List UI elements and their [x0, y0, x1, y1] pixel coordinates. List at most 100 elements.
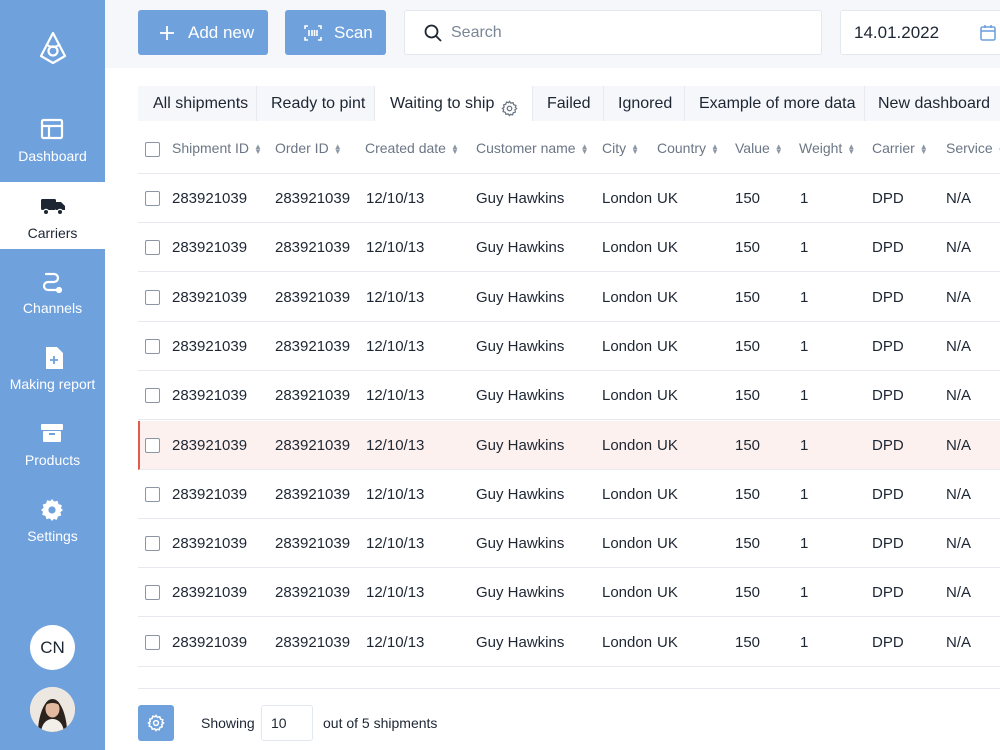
column-header-shipment-id[interactable]: Shipment ID ▲ ▼	[172, 140, 262, 157]
row-checkbox[interactable]	[145, 289, 160, 305]
cell-value: 150	[735, 535, 761, 553]
table-row[interactable]: 283921039 283921039 12/10/13 Guy Hawkins Lon…	[138, 618, 1000, 667]
tab-all-shipments[interactable]: All shipments	[138, 86, 257, 121]
cell-carrier: DPD	[872, 633, 904, 651]
sidebar-item-label: Channels	[22, 300, 83, 316]
table-row[interactable]: 283921039 283921039 12/10/13 Guy Hawkins Lon…	[138, 273, 1000, 322]
cell-weight: 1	[800, 190, 809, 207]
cell-carrier: DPD	[872, 337, 904, 355]
cell-order-id: 283921039	[275, 584, 351, 602]
cell-carrier: DPD	[872, 190, 904, 207]
row-checkbox[interactable]	[145, 191, 160, 206]
table-settings-button[interactable]	[138, 705, 174, 741]
tab-example-of-more-data[interactable]: Example of more data	[685, 86, 865, 121]
user-initials-badge[interactable]: CN	[30, 625, 75, 670]
tab-new-dashboard[interactable]: New dashboard	[878, 95, 991, 112]
row-checkbox[interactable]	[145, 634, 160, 650]
cell-country: UK	[657, 190, 678, 207]
cell-service: N/A	[946, 584, 972, 602]
column-header-created-date[interactable]: Created date ▲ ▼	[365, 140, 459, 157]
row-checkbox[interactable]	[145, 338, 160, 354]
sidebar-item-label: Making report	[9, 376, 96, 392]
column-header-country[interactable]: Country ▲ ▼	[657, 140, 719, 157]
sort-icon: ▲▼	[580, 142, 589, 157]
column-header-city[interactable]: City ▲ ▼	[602, 140, 640, 157]
cell-weight: 1	[800, 535, 809, 553]
plus-icon	[157, 23, 177, 43]
row-checkbox[interactable]	[145, 486, 160, 502]
table-row[interactable]: 283921039 283921039 12/10/13 Guy Hawkins Lon…	[138, 371, 1000, 421]
row-checkbox[interactable]	[145, 240, 160, 256]
cell-order-id: 283921039	[275, 239, 351, 257]
column-header-weight[interactable]: Weight ▲ ▼	[799, 140, 856, 157]
calendar-icon[interactable]	[979, 24, 997, 42]
search-box	[404, 10, 822, 55]
scan-button[interactable]: Scan	[285, 10, 386, 55]
scan-barcode-icon	[303, 23, 323, 43]
cell-carrier: DPD	[872, 288, 904, 306]
cell-created-date: 12/10/13	[366, 633, 425, 651]
tab-ready-to-print[interactable]: Ready to pint	[257, 86, 375, 121]
column-header-value[interactable]: Value ▲ ▼	[735, 140, 783, 157]
cell-city: London	[602, 584, 653, 602]
tab-waiting-to-ship[interactable]: Waiting to ship	[375, 86, 533, 121]
cell-shipment-id: 283921039	[172, 485, 248, 503]
column-header-customer-name[interactable]: Customer name ▲ ▼	[476, 140, 589, 157]
sidebar-item-dashboard[interactable]: Dashboard	[0, 118, 105, 185]
box-icon	[40, 422, 64, 446]
page-size-input[interactable]	[261, 705, 313, 741]
row-checkbox[interactable]	[145, 388, 160, 404]
column-header-order-id[interactable]: Order ID ▲ ▼	[275, 140, 342, 157]
table-row[interactable]: 283921039 283921039 12/10/13 Guy Hawkins Lon…	[138, 174, 1000, 223]
cell-weight: 1	[800, 436, 809, 454]
sidebar-item-settings[interactable]: Settings	[0, 498, 105, 565]
table-row[interactable]: 283921039 283921039 12/10/13 Guy Hawkins Lon…	[138, 568, 1000, 618]
tab-bar: All shipments Ready to pint Waiting to s…	[138, 86, 1000, 121]
add-new-button[interactable]: Add new	[138, 10, 268, 55]
cell-value: 150	[735, 387, 761, 405]
cell-service: N/A	[946, 239, 972, 257]
logo-icon[interactable]	[36, 30, 70, 66]
select-all-checkbox[interactable]	[145, 142, 160, 157]
tab-ignored[interactable]: Ignored	[604, 86, 685, 121]
sidebar-item-making-report[interactable]: Making report	[0, 346, 105, 413]
table-row[interactable]: 283921039 283921039 12/10/13 Guy Hawkins Lon…	[138, 519, 1000, 569]
table-row[interactable]: 283921039 283921039 12/10/13 Guy Hawkins Lon…	[138, 322, 1000, 371]
cell-service: N/A	[946, 485, 972, 503]
row-checkbox[interactable]	[145, 437, 160, 453]
table-row[interactable]: 283921039 283921039 12/10/13 Guy Hawkins Lon…	[138, 223, 1000, 273]
cell-shipment-id: 283921039	[172, 387, 248, 405]
cell-order-id: 283921039	[275, 387, 351, 405]
date-picker[interactable]: 14.01.2022	[840, 10, 1000, 55]
column-header-service[interactable]: Service▲▼	[946, 140, 1000, 156]
column-header-carrier[interactable]: Carrier ▲ ▼	[872, 140, 928, 157]
cell-service: N/A	[946, 337, 972, 355]
sidebar-item-products[interactable]: Products	[0, 422, 105, 489]
table-row[interactable]: 283921039 283921039 12/10/13 Guy Hawkins Lon…	[138, 420, 1000, 470]
truck-icon	[40, 196, 65, 220]
cell-carrier: DPD	[872, 387, 904, 405]
cell-customer-name: Guy Hawkins	[476, 239, 565, 257]
search-input[interactable]	[451, 19, 801, 47]
cell-created-date: 12/10/13	[366, 337, 425, 355]
avatar[interactable]	[30, 687, 75, 732]
row-checkbox[interactable]	[145, 536, 160, 552]
cell-country: UK	[657, 633, 678, 651]
sidebar-item-channels[interactable]: Channels	[0, 270, 105, 337]
cell-value: 150	[735, 337, 761, 355]
sort-icon: ▲▼	[847, 142, 856, 157]
cell-value: 150	[735, 633, 761, 651]
tab-failed[interactable]: Failed	[533, 86, 604, 121]
row-checkbox[interactable]	[145, 585, 160, 601]
cell-country: UK	[657, 337, 678, 355]
cell-country: UK	[657, 239, 678, 257]
sidebar-item-carriers[interactable]: Carriers	[0, 182, 105, 249]
cell-city: London	[602, 436, 653, 454]
table-row[interactable]: 283921039 283921039 12/10/13 Guy Hawkins Lon…	[138, 470, 1000, 519]
cell-shipment-id: 283921039	[172, 337, 248, 355]
date-value: 14.01.2022	[854, 23, 940, 42]
gear-icon[interactable]	[501, 95, 518, 117]
sort-icon: ▲▼	[333, 142, 342, 157]
cell-order-id: 283921039	[275, 288, 351, 306]
cell-customer-name: Guy Hawkins	[476, 387, 565, 405]
